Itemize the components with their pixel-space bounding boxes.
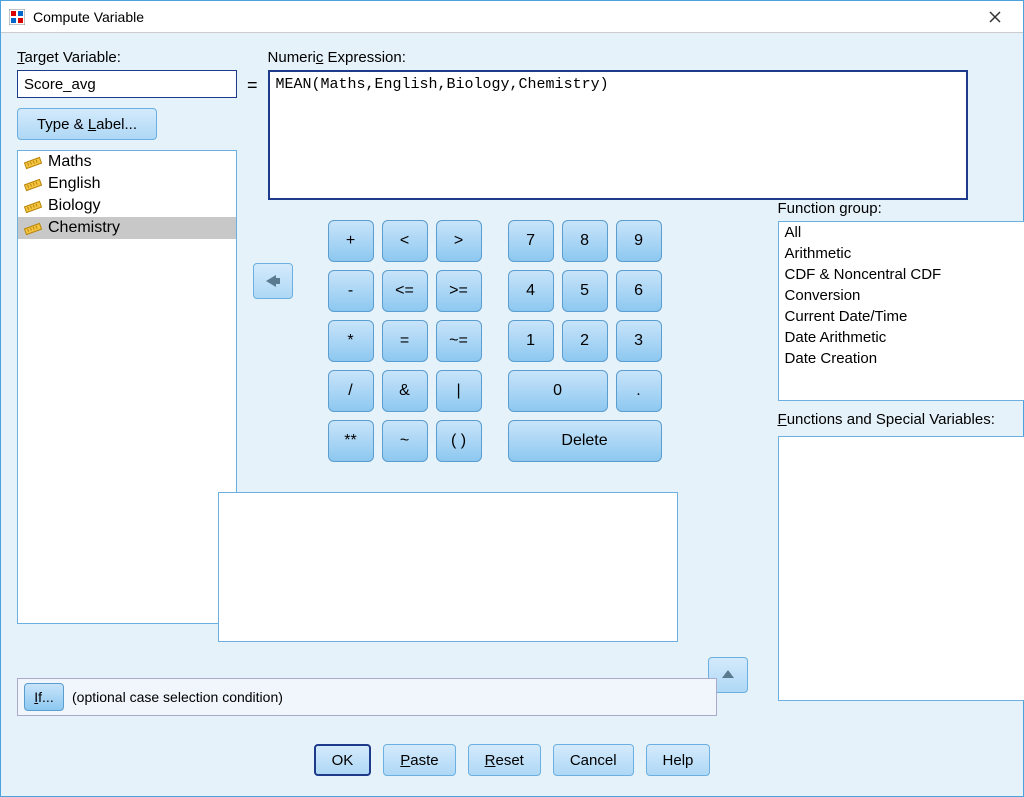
function-group-item[interactable]: All <box>779 222 1024 243</box>
ruler-icon <box>24 154 42 170</box>
keypad-2-button[interactable]: 2 <box>562 320 608 362</box>
keypad--button[interactable]: <= <box>382 270 428 312</box>
keypad--button[interactable]: >= <box>436 270 482 312</box>
keypad: +<>789 -<=>= 456 *=~= 123 /&| 0. **~( ) Delete <box>328 220 678 462</box>
functions-special-list[interactable] <box>778 436 1024 701</box>
keypad-9-button[interactable]: 9 <box>616 220 662 262</box>
variable-name: Maths <box>48 153 92 171</box>
type-label-button[interactable]: Type & Label... <box>17 108 157 140</box>
variable-item[interactable]: English <box>18 173 236 195</box>
function-group-label: Function group: <box>778 200 1024 217</box>
paste-button[interactable]: Paste <box>383 744 455 776</box>
if-condition-row: If... (optional case selection condition… <box>17 678 717 716</box>
keypad-7-button[interactable]: 7 <box>508 220 554 262</box>
function-group-list[interactable]: AllArithmeticCDF & Noncentral CDFConvers… <box>778 221 1024 401</box>
keypad-5-button[interactable]: 5 <box>562 270 608 312</box>
ruler-icon <box>24 176 42 192</box>
functions-special-label: Functions and Special Variables: <box>778 411 1024 428</box>
function-group-item[interactable]: CDF & Noncentral CDF <box>779 264 1024 285</box>
keypad--button[interactable]: ~= <box>436 320 482 362</box>
compute-variable-dialog: Compute Variable Target Variable: Type &… <box>0 0 1024 797</box>
move-variable-right-button[interactable] <box>253 263 293 299</box>
if-condition-text: (optional case selection condition) <box>72 689 283 705</box>
function-group-item[interactable]: Date Arithmetic <box>779 327 1024 348</box>
target-variable-input[interactable] <box>17 70 237 98</box>
keypad-3-button[interactable]: 3 <box>616 320 662 362</box>
description-box <box>218 492 678 642</box>
ok-button[interactable]: OK <box>314 744 372 776</box>
keypad--button[interactable]: | <box>436 370 482 412</box>
keypad-4-button[interactable]: 4 <box>508 270 554 312</box>
variable-item[interactable]: Biology <box>18 195 236 217</box>
titlebar: Compute Variable <box>1 1 1023 33</box>
help-button[interactable]: Help <box>646 744 711 776</box>
variable-item[interactable]: Chemistry <box>18 217 236 239</box>
keypad-1-button[interactable]: 1 <box>508 320 554 362</box>
reset-button[interactable]: Reset <box>468 744 541 776</box>
keypad--button[interactable]: . <box>616 370 662 412</box>
variable-name: Chemistry <box>48 219 120 237</box>
close-button[interactable] <box>975 3 1015 31</box>
keypad--button[interactable]: ( ) <box>436 420 482 462</box>
if-button[interactable]: If... <box>24 683 64 711</box>
keypad-8-button[interactable]: 8 <box>562 220 608 262</box>
function-group-item[interactable]: Conversion <box>779 285 1024 306</box>
variable-list[interactable]: Maths English Biology Chemistry <box>17 150 237 624</box>
keypad--button[interactable]: < <box>382 220 428 262</box>
keypad--button[interactable]: * <box>328 320 374 362</box>
keypad--button[interactable]: & <box>382 370 428 412</box>
cancel-button[interactable]: Cancel <box>553 744 634 776</box>
numeric-expression-label: Numeric Expression: <box>268 49 1024 66</box>
function-group-item[interactable]: Date Creation <box>779 348 1024 369</box>
numeric-expression-input[interactable] <box>268 70 968 200</box>
keypad--button[interactable]: > <box>436 220 482 262</box>
variable-name: English <box>48 175 100 193</box>
keypad--button[interactable]: ~ <box>382 420 428 462</box>
keypad--button[interactable]: + <box>328 220 374 262</box>
window-title: Compute Variable <box>33 9 975 25</box>
keypad-6-button[interactable]: 6 <box>616 270 662 312</box>
keypad--button[interactable]: ** <box>328 420 374 462</box>
ruler-icon <box>24 198 42 214</box>
variable-item[interactable]: Maths <box>18 151 236 173</box>
keypad--button[interactable]: = <box>382 320 428 362</box>
keypad-delete-button[interactable]: Delete <box>508 420 662 462</box>
keypad-0-button[interactable]: 0 <box>508 370 608 412</box>
function-group-item[interactable]: Current Date/Time <box>779 306 1024 327</box>
function-group-item[interactable]: Arithmetic <box>779 243 1024 264</box>
ruler-icon <box>24 220 42 236</box>
keypad--button[interactable]: - <box>328 270 374 312</box>
dialog-buttons: OK Paste Reset Cancel Help <box>1 744 1023 776</box>
dialog-content: Target Variable: Type & Label... Maths En… <box>1 33 1023 796</box>
target-variable-label: Target Variable: <box>17 49 237 66</box>
keypad--button[interactable]: / <box>328 370 374 412</box>
app-icon <box>9 9 25 25</box>
variable-name: Biology <box>48 197 100 215</box>
